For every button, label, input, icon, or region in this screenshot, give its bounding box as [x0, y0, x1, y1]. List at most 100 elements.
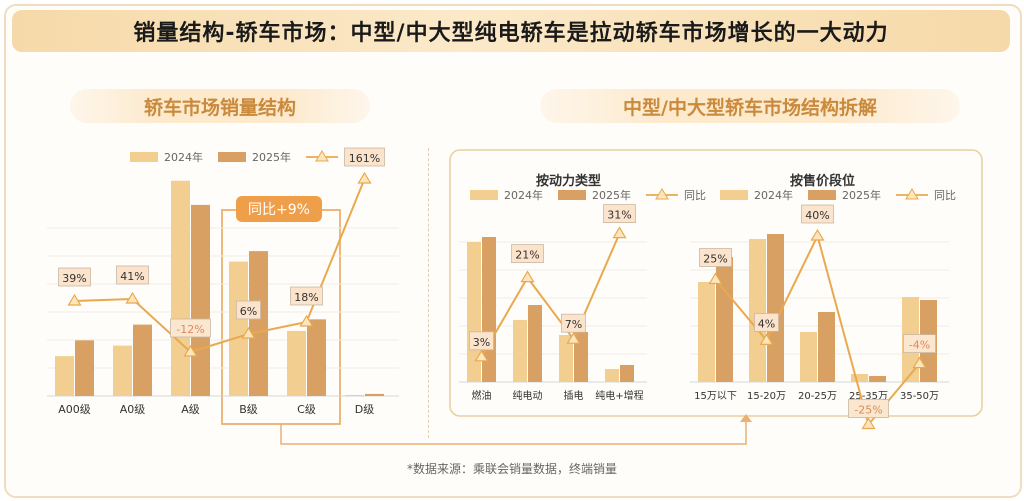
- price-bar-2025: [818, 312, 835, 382]
- section-divider: [428, 148, 429, 438]
- left-category-label: B级: [239, 403, 258, 416]
- power-legend-swatch-2025: [558, 190, 586, 200]
- left-category-label: A00级: [58, 403, 91, 416]
- price-yoy-label-box: [801, 204, 834, 224]
- power-yoy-label-box: [603, 204, 636, 224]
- power-yoy-marker: [566, 332, 581, 344]
- price-bar-2025: [869, 376, 886, 382]
- power-yoy-label: 21%: [515, 249, 539, 262]
- price-yoy-marker: [708, 272, 723, 285]
- data-source-note: *数据来源：乘联会销量数据，终端销量: [406, 462, 617, 476]
- right-heading: 中型/中大型轿车市场结构拆解: [623, 96, 877, 119]
- price-legend-label-yoy: 同比: [934, 189, 956, 202]
- left-legend-swatch-2025: [218, 152, 246, 162]
- price-bar-2025: [716, 257, 733, 382]
- left-yoy-label-box: [236, 300, 261, 320]
- left-bar-2025: [249, 251, 268, 396]
- power-yoy-marker: [520, 270, 535, 283]
- left-yoy-label: -12%: [176, 323, 204, 336]
- connector-arrow: [740, 414, 752, 422]
- power-category-label: 纯电动: [513, 389, 543, 402]
- price-bar-2024: [851, 374, 868, 382]
- power-bar-2025: [620, 365, 634, 382]
- power-yoy-label: 31%: [607, 209, 631, 222]
- left-yoy-label: 161%: [349, 152, 380, 165]
- price-category-label: 15-20万: [747, 391, 786, 402]
- left-yoy-marker: [125, 291, 140, 304]
- callout-box: [236, 196, 322, 222]
- price-bar-2024: [800, 332, 817, 382]
- left-yoy-label-box: [58, 267, 91, 287]
- price-yoy-label: -4%: [909, 339, 930, 352]
- left-yoy-marker: [183, 344, 198, 357]
- power-category-label: 燃油: [472, 389, 492, 402]
- left-bar-2025: [365, 393, 384, 396]
- left-yoy-label: 6%: [240, 305, 257, 318]
- price-legend-swatch-2024: [720, 190, 748, 200]
- power-yoy-label-box: [469, 331, 494, 351]
- left-bar-2025: [191, 204, 210, 396]
- price-yoy-label-box: [754, 312, 779, 332]
- price-yoy-label: 40%: [805, 209, 829, 222]
- power-legend-swatch-2024: [470, 190, 498, 200]
- power-yoy-label: 3%: [473, 336, 490, 349]
- power-legend-label-yoy: 同比: [684, 189, 706, 202]
- power-yoy-marker: [612, 226, 627, 239]
- left-category-label: C级: [297, 403, 316, 416]
- price-legend-swatch-2025: [808, 190, 836, 200]
- left-bar-2024: [345, 394, 364, 396]
- power-category-label: 插电: [564, 389, 584, 402]
- sub-title-price: 按售价段位: [790, 174, 856, 189]
- price-yoy-label: 4%: [758, 317, 775, 330]
- power-yoy-label-box: [561, 313, 586, 333]
- sub-title-power: 按动力类型: [536, 174, 602, 189]
- power-legend-label-2024: 2024年: [504, 188, 543, 202]
- price-yoy-label: 25%: [703, 253, 727, 266]
- price-yoy-label-box: [903, 334, 936, 354]
- price-legend-label-2024: 2024年: [754, 188, 793, 202]
- left-bar-2024: [287, 330, 306, 396]
- price-category-label: 20-25万: [798, 391, 837, 402]
- page-title: 销量结构-轿车市场：中型/中大型纯电轿车是拉动轿车市场增长的一大动力: [133, 21, 889, 46]
- left-yoy-label-box: [344, 147, 385, 167]
- left-yoy-marker: [67, 293, 82, 306]
- left-bar-2024: [55, 356, 74, 396]
- price-yoy-label-box: [848, 399, 889, 418]
- price-yoy-marker: [912, 356, 927, 369]
- price-yoy-marker: [861, 417, 876, 430]
- left-yoy-marker: [241, 326, 256, 339]
- left-bar-2025: [133, 324, 152, 396]
- power-yoy-line: [480, 233, 621, 358]
- left-yoy-label-box: [116, 265, 149, 285]
- left-category-label: A级: [181, 403, 200, 416]
- title-banner: 销量结构-轿车市场：中型/中大型纯电轿车是拉动轿车市场增长的一大动力: [12, 10, 1010, 52]
- left-yoy-label: 41%: [120, 270, 144, 283]
- left-heading: 轿车市场销量结构: [143, 96, 296, 119]
- left-yoy-label-box: [290, 286, 323, 306]
- left-legend-label-2024: 2024年: [164, 150, 203, 164]
- left-yoy-label-box: [170, 318, 211, 338]
- left-legend-marker-yoy: [315, 150, 329, 162]
- power-bar-2025: [528, 305, 542, 382]
- power-bar-2025: [574, 332, 588, 382]
- price-yoy-label: -25%: [854, 404, 882, 417]
- power-bar-2024: [513, 320, 527, 382]
- left-category-label: A0级: [120, 403, 146, 416]
- price-category-label: 35-50万: [900, 391, 939, 402]
- left-bar-2025: [307, 319, 326, 396]
- price-bar-2024: [698, 282, 715, 382]
- power-legend-marker-yoy: [655, 188, 669, 200]
- power-category-label: 纯电+增程: [595, 389, 643, 402]
- power-yoy-label-box: [511, 244, 544, 264]
- callout-text: 同比+9%: [248, 202, 310, 218]
- power-yoy-label: 7%: [565, 318, 582, 331]
- price-category-label: 15万以下: [694, 391, 737, 402]
- left-category-label: D级: [355, 403, 374, 416]
- right-heading-pill: 中型/中大型轿车市场结构拆解: [540, 89, 960, 123]
- price-yoy-label-box: [699, 248, 732, 267]
- power-bar-2024: [559, 335, 573, 382]
- left-yoy-marker: [357, 171, 372, 184]
- price-yoy-marker: [759, 333, 774, 345]
- price-legend-marker-yoy: [905, 188, 919, 200]
